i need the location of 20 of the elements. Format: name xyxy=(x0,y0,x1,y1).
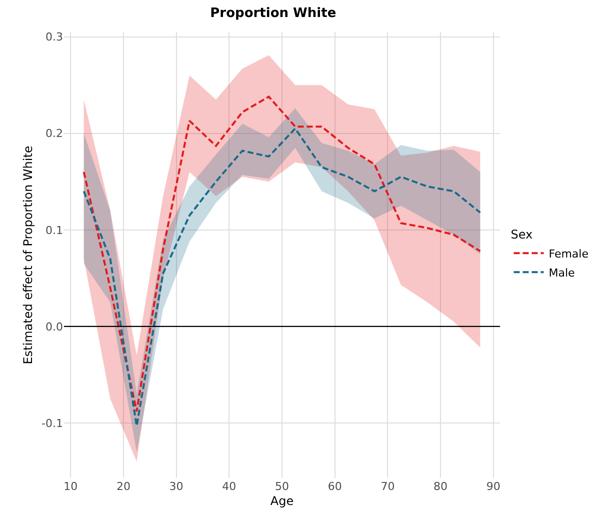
y-tick-label: 0.3 xyxy=(46,30,63,44)
legend-label: Female xyxy=(548,247,589,260)
y-tick-label: 0.2 xyxy=(46,127,63,140)
x-tick-label: 30 xyxy=(169,480,184,493)
x-tick-label: 60 xyxy=(328,480,342,493)
legend-label: Male xyxy=(548,266,576,280)
x-tick-label: 10 xyxy=(64,480,78,493)
y-axis-title: Estimated effect of Proportion White xyxy=(20,146,35,364)
x-tick-label: 20 xyxy=(116,480,130,493)
y-tick-label: 0.0 xyxy=(46,320,63,334)
chart-title: Proportion White xyxy=(210,6,336,21)
x-tick-label: 90 xyxy=(486,480,500,493)
y-tick-label: 0.1 xyxy=(46,224,63,237)
y-tick-label: -0.1 xyxy=(42,416,63,430)
x-tick-label: 50 xyxy=(275,480,289,493)
x-tick-label: 80 xyxy=(434,480,448,493)
x-tick-label: 70 xyxy=(380,480,395,493)
legend-title: Sex xyxy=(510,228,533,242)
x-tick-label: 40 xyxy=(222,480,236,493)
x-axis-title: Age xyxy=(270,494,294,508)
